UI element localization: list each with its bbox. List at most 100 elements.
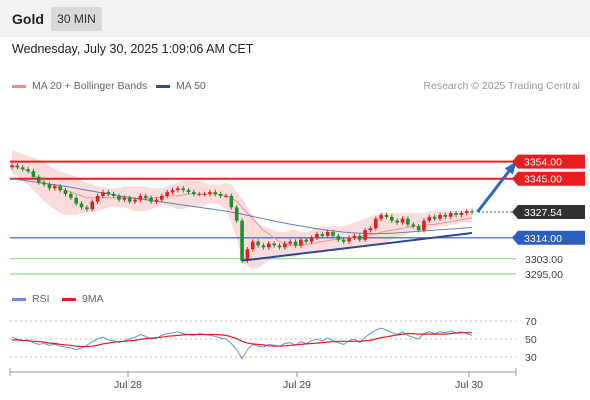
candle-body	[127, 197, 132, 202]
candle-body	[363, 230, 367, 240]
candle-body	[261, 245, 266, 248]
candle-body	[325, 232, 330, 236]
price-level-label-4: 3303.00	[525, 254, 563, 266]
candles-group	[10, 163, 474, 263]
candle-body	[218, 193, 223, 196]
candle-body	[149, 197, 153, 202]
candle-body	[229, 195, 234, 208]
rsi-ma-line	[12, 332, 473, 348]
candle-body	[416, 226, 421, 231]
candle-body	[368, 228, 373, 231]
candle-body	[293, 241, 298, 246]
forecast-arrow-head	[504, 161, 517, 175]
candle-body	[400, 218, 405, 223]
legend-swatch-rsi	[12, 297, 26, 301]
candle-body	[47, 184, 52, 189]
legend-bb-label: MA 20 + Bollinger Bands	[32, 80, 148, 92]
x-tick-label-1: Jul 29	[283, 379, 311, 391]
candle-body	[448, 213, 453, 217]
candle-body	[202, 193, 207, 195]
candle-body	[111, 193, 116, 196]
candle-body	[90, 201, 95, 210]
candle-body	[299, 239, 303, 246]
candle-body	[272, 243, 276, 246]
instrument-title: Gold	[12, 11, 44, 27]
candle-body	[454, 213, 458, 215]
candle-body	[74, 197, 78, 204]
candle-body	[53, 186, 57, 189]
candle-body	[374, 218, 378, 229]
candle-body	[170, 190, 175, 193]
price-level-tag-3	[512, 230, 585, 245]
legend-rsi-ma-label: 9MA	[82, 293, 104, 305]
candle-body	[277, 245, 282, 248]
x-tick-label-2: Jul 30	[455, 379, 483, 391]
legend-swatch-bb	[12, 84, 26, 88]
candle-body	[79, 203, 84, 208]
candle-body	[256, 241, 260, 246]
candle-body	[288, 241, 292, 244]
candle-body	[245, 249, 250, 261]
candle-body	[352, 235, 357, 238]
rsi-tick-label-2: 30	[525, 352, 537, 364]
x-tick-label-0: Jul 28	[114, 379, 142, 391]
candle-body	[208, 192, 212, 194]
candle-body	[432, 216, 437, 219]
candle-body	[443, 214, 448, 217]
candle-body	[20, 167, 25, 170]
header-bar: Gold 30 MIN	[0, 0, 590, 37]
candle-body	[165, 192, 169, 196]
candle-body	[224, 195, 228, 197]
candle-body	[154, 199, 159, 202]
price-level-label-1: 3345.00	[524, 174, 562, 186]
candle-body	[411, 224, 416, 227]
timeframe-button[interactable]: 30 MIN	[51, 7, 102, 31]
candle-body	[427, 216, 432, 221]
forecast-arrow-shaft	[476, 162, 517, 214]
candle-body	[176, 188, 180, 191]
candle-body	[464, 211, 469, 214]
candle-body	[138, 195, 143, 200]
candle-body	[390, 216, 394, 221]
price-level-tag-0	[512, 154, 585, 169]
candle-body	[122, 197, 127, 200]
candle-body	[331, 232, 335, 236]
legend-rsi: RSI	[12, 293, 50, 305]
candle-body	[304, 239, 309, 242]
price-level-label-5: 3295.00	[525, 269, 563, 281]
candle-body	[213, 192, 218, 194]
candle-body	[336, 235, 341, 240]
legend-swatch-ma50	[156, 84, 170, 88]
candle-body	[197, 193, 202, 195]
candle-body	[10, 165, 14, 168]
candle-body	[31, 171, 36, 177]
legend-ma50: MA 50	[156, 80, 206, 92]
candle-body	[283, 243, 287, 248]
candle-body	[15, 165, 20, 168]
candle-body	[143, 195, 148, 198]
legend-rsi-label: RSI	[32, 293, 50, 305]
research-credit: Research © 2025 Trading Central	[423, 80, 580, 92]
candle-body	[459, 213, 464, 215]
candle-body	[422, 220, 426, 231]
legend-bollinger: MA 20 + Bollinger Bands	[12, 80, 147, 92]
candle-body	[101, 192, 105, 196]
candle-body	[309, 237, 314, 242]
candle-body	[250, 241, 255, 250]
ma50-line	[11, 178, 473, 235]
candle-body	[85, 207, 89, 210]
rsi-line	[11, 327, 473, 360]
legend-swatch-rsi-ma	[62, 297, 76, 301]
candle-body	[234, 207, 239, 221]
candle-body	[160, 195, 164, 200]
candle-body	[406, 218, 410, 225]
candle-body	[63, 190, 68, 194]
candle-body	[117, 195, 121, 200]
rsi-tick-label-0: 70	[525, 316, 537, 328]
candle-body	[95, 195, 100, 202]
price-level-tag-1	[512, 171, 585, 186]
ma20-line	[11, 164, 473, 246]
legend-rsi-ma: 9MA	[62, 293, 104, 305]
candle-body	[240, 220, 244, 261]
